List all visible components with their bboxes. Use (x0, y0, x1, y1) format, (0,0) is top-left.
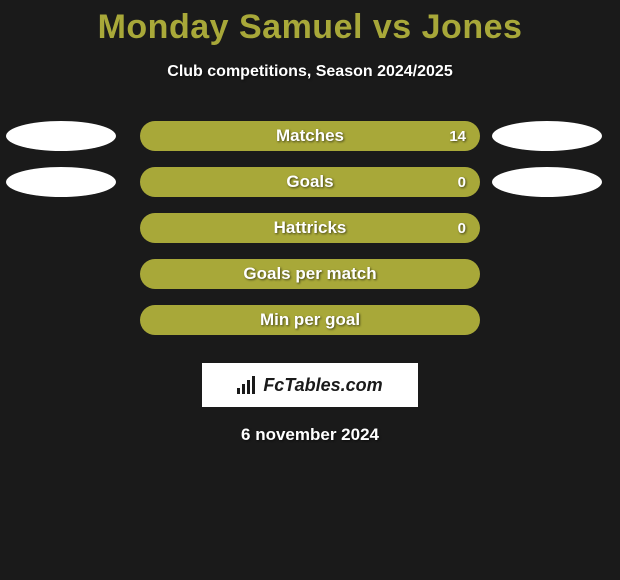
stat-pill-min-per-goal: Min per goal (140, 305, 480, 335)
logo-text: FcTables.com (263, 375, 382, 396)
logo-chart-icon (237, 376, 257, 394)
left-oval (6, 167, 116, 197)
stat-row: Matches 14 (0, 121, 620, 151)
stat-pill-matches: Matches 14 (140, 121, 480, 151)
left-oval (6, 121, 116, 151)
right-oval (492, 121, 602, 151)
stat-row: Goals per match (0, 259, 620, 289)
stat-pill-goals-per-match: Goals per match (140, 259, 480, 289)
stat-label: Goals (286, 172, 333, 192)
stat-pill-hattricks: Hattricks 0 (140, 213, 480, 243)
stat-row: Min per goal (0, 305, 620, 335)
stat-label: Goals per match (243, 264, 376, 284)
stat-row: Goals 0 (0, 167, 620, 197)
subtitle: Club competitions, Season 2024/2025 (0, 63, 620, 81)
page-title: Monday Samuel vs Jones (0, 0, 620, 47)
stat-pill-goals: Goals 0 (140, 167, 480, 197)
stats-container: Matches 14 Goals 0 Hattricks 0 Goals per… (0, 121, 620, 335)
logo-box: FcTables.com (202, 363, 418, 407)
stat-label: Min per goal (260, 310, 360, 330)
right-oval (492, 167, 602, 197)
stat-label: Matches (276, 126, 344, 146)
date-text: 6 november 2024 (0, 425, 620, 445)
stat-label: Hattricks (274, 218, 347, 238)
stat-value: 14 (449, 128, 466, 145)
stat-row: Hattricks 0 (0, 213, 620, 243)
stat-value: 0 (458, 220, 466, 237)
stat-value: 0 (458, 174, 466, 191)
